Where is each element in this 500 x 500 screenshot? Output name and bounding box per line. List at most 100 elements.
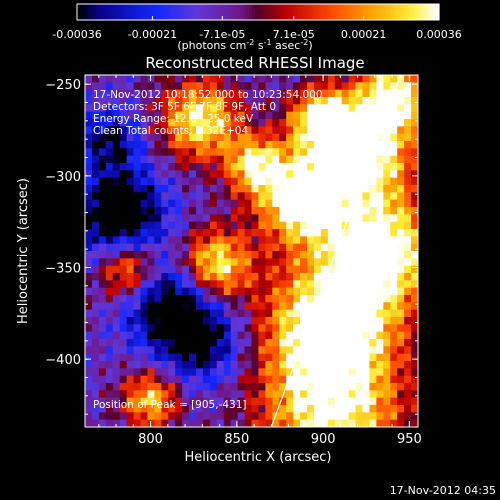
colorbar-cell	[236, 4, 241, 20]
heatmap-cell	[237, 221, 246, 230]
heatmap-cell	[251, 141, 259, 149]
heatmap-cell	[307, 155, 315, 164]
heatmap-cell	[237, 419, 246, 427]
heatmap-cell	[182, 207, 190, 215]
heatmap-cell	[98, 119, 107, 127]
heatmap-cell	[154, 368, 162, 377]
heatmap-cell	[390, 155, 398, 164]
heatmap-cell	[209, 192, 218, 201]
heatmap-cell	[168, 185, 176, 193]
heatmap-cell	[237, 287, 246, 296]
heatmap-cell	[154, 265, 162, 274]
heatmap-cell	[147, 155, 155, 164]
colorbar-cell	[336, 4, 341, 20]
heatmap-cell	[293, 251, 301, 259]
heatmap-cell	[140, 119, 148, 127]
heatmap-cell	[98, 104, 107, 113]
heatmap-cell	[355, 111, 363, 120]
heatmap-cell	[272, 133, 280, 142]
heatmap-cell	[279, 353, 287, 362]
heatmap-cell	[320, 412, 329, 421]
heatmap-cell	[216, 397, 225, 406]
heatmap-cell	[293, 126, 301, 135]
heatmap-cell	[244, 214, 252, 223]
heatmap-cell	[140, 375, 148, 384]
heatmap-cell	[265, 177, 273, 186]
heatmap-cell	[175, 148, 183, 157]
heatmap-cell	[133, 405, 141, 413]
heatmap-cell	[320, 243, 329, 252]
heatmap-cell	[404, 419, 412, 427]
heatmap-cell	[300, 273, 308, 281]
heatmap-cell	[189, 265, 197, 274]
heatmap-cell	[355, 390, 363, 399]
heatmap-cell	[154, 82, 162, 91]
heatmap-cell	[244, 229, 252, 237]
heatmap-cell	[272, 163, 280, 171]
heatmap-cell	[300, 133, 308, 142]
heatmap-cell	[133, 177, 141, 186]
y-tick-label: −300	[45, 170, 81, 185]
heatmap-cell	[112, 295, 121, 303]
heatmap-cell	[293, 214, 301, 223]
heatmap-cell	[369, 383, 377, 391]
colorbar-cell	[378, 4, 383, 20]
heatmap-cell	[237, 368, 246, 377]
heatmap-cell	[223, 361, 232, 369]
heatmap-cell	[286, 119, 294, 127]
heatmap-cell	[147, 89, 155, 98]
heatmap-cell	[376, 229, 384, 237]
heatmap-cell	[202, 368, 211, 377]
heatmap-cell	[348, 390, 357, 399]
heatmap-cell	[327, 265, 336, 274]
heatmap-cell	[251, 339, 259, 347]
heatmap-cell	[244, 317, 252, 325]
heatmap-cell	[119, 383, 128, 391]
heatmap-cell	[126, 229, 135, 237]
heatmap-cell	[244, 111, 252, 120]
heatmap-cell	[265, 89, 273, 98]
heatmap-cell	[320, 133, 329, 142]
heatmap-cell	[369, 236, 377, 245]
heatmap-cell	[189, 309, 197, 318]
heatmap-cell	[216, 317, 225, 325]
heatmap-cell	[230, 412, 239, 421]
heatmap-cell	[362, 82, 370, 91]
heatmap-cell	[196, 346, 204, 355]
heatmap-cell	[341, 331, 350, 340]
heatmap-cell	[223, 353, 232, 362]
heatmap-cell	[196, 155, 204, 164]
heatmap-cell	[258, 324, 266, 333]
heatmap-cell	[168, 346, 176, 355]
heatmap-cell	[119, 295, 128, 303]
heatmap-cell	[286, 295, 294, 303]
heatmap-cell	[196, 339, 204, 347]
heatmap-cell	[223, 258, 232, 267]
heatmap-cell	[112, 361, 121, 369]
heatmap-cell	[154, 133, 162, 142]
heatmap-cell	[362, 243, 370, 252]
heatmap-cell	[202, 353, 211, 362]
heatmap-cell	[189, 280, 197, 289]
heatmap-cell	[105, 185, 114, 193]
heatmap-cell	[175, 258, 183, 267]
heatmap-cell	[300, 287, 308, 296]
heatmap-cell	[119, 258, 128, 267]
heatmap-cell	[175, 163, 183, 171]
heatmap-cell	[98, 214, 107, 223]
heatmap-cell	[168, 214, 176, 223]
heatmap-cell	[237, 170, 246, 179]
heatmap-cell	[300, 375, 308, 384]
heatmap-cell	[327, 280, 336, 289]
heatmap-cell	[119, 177, 128, 186]
heatmap-cell	[279, 280, 287, 289]
heatmap-cell	[397, 375, 405, 384]
heatmap-cell	[91, 243, 100, 252]
heatmap-cell	[404, 390, 412, 399]
heatmap-cell	[320, 111, 329, 120]
heatmap-cell	[258, 141, 266, 149]
heatmap-cell	[376, 317, 384, 325]
heatmap-cell	[182, 353, 190, 362]
heatmap-cell	[182, 229, 190, 237]
heatmap-cell	[383, 177, 391, 186]
